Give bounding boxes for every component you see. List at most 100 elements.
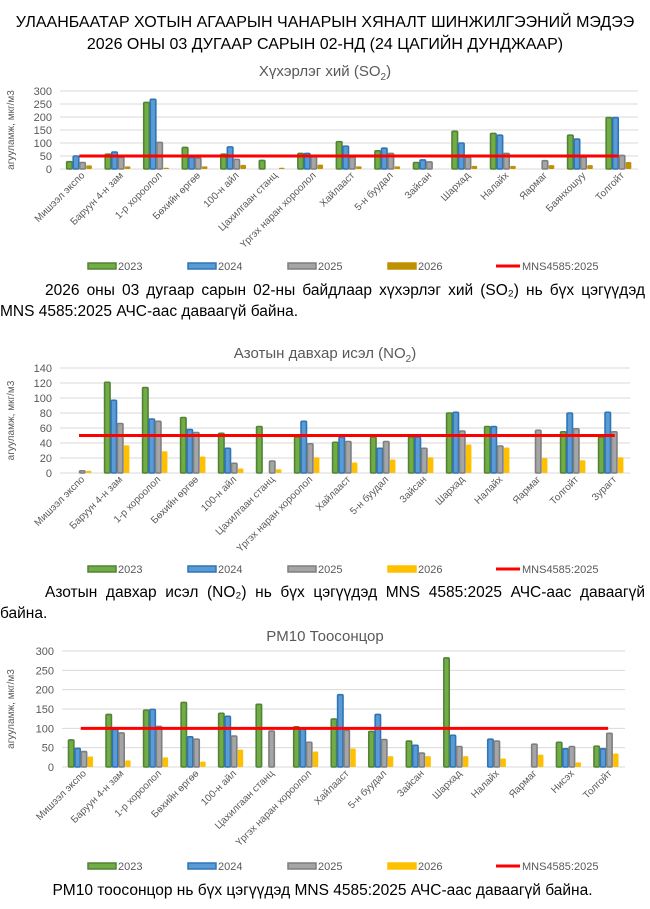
bar-2025	[78, 469, 86, 474]
bar-2026	[162, 757, 169, 767]
bar-2025	[80, 750, 88, 768]
bar-2024	[452, 411, 460, 474]
bar-2024	[604, 411, 612, 474]
x-tick-label: 5-н буудал	[346, 768, 390, 812]
legend-label: 2026	[418, 564, 442, 576]
y-tick-label: 50	[42, 743, 54, 755]
bar-2024	[74, 747, 82, 768]
bar-2025	[496, 445, 504, 474]
bar-2026	[200, 761, 206, 767]
bar-2026	[351, 462, 358, 473]
bar-2023	[555, 741, 563, 768]
bar-2025	[534, 429, 542, 474]
bar-2025	[420, 447, 428, 474]
x-tick-label: Баянхошуу	[544, 170, 588, 214]
y-tick-label: 150	[34, 125, 52, 137]
bar-2025	[382, 440, 390, 474]
bar-2024	[411, 744, 419, 768]
bar-2026	[579, 460, 586, 473]
bar-2026	[427, 457, 434, 473]
bar-2023	[597, 436, 605, 474]
bar-2024	[299, 728, 307, 768]
bar-2025	[230, 462, 238, 474]
bar-2025	[458, 430, 466, 474]
bar-2026	[613, 753, 619, 767]
bar-2024	[148, 418, 156, 474]
bar-2025	[610, 430, 618, 474]
y-tick-label: 120	[34, 378, 52, 390]
no2-summary: Азотын давхар исэл (NO₂) нь бүх цэгүүдэд…	[0, 584, 645, 622]
bar-2025	[154, 420, 162, 474]
x-tick-label: 100-н айл	[199, 768, 239, 808]
y-axis-label: агууламж, мкг/м3	[6, 380, 17, 460]
x-tick-label: Яармаг	[518, 170, 550, 202]
bar-2026	[87, 756, 94, 767]
bar-2024	[300, 420, 308, 474]
legend-label: 2024	[218, 564, 242, 576]
no2-title-sub: 2	[405, 354, 412, 365]
bar-2025	[117, 156, 125, 170]
bar-2023	[483, 425, 491, 474]
bar-2026	[538, 754, 544, 767]
legend-item: 2026	[387, 861, 442, 873]
bar-2023	[181, 146, 189, 170]
bar-2023	[258, 159, 266, 170]
bar-2026	[317, 164, 324, 169]
bar-2023	[293, 436, 301, 474]
legend-label: 2025	[318, 564, 342, 576]
bar-2025	[192, 431, 200, 474]
y-axis-label: агууламж, мкг/м3	[6, 90, 17, 170]
legend-item: MNS4585:2025	[496, 261, 598, 273]
bar-2024	[490, 425, 498, 474]
legend-item: 2023	[87, 564, 142, 576]
bar-2025	[579, 156, 588, 170]
bar-2023	[103, 381, 111, 474]
bar-2023	[219, 153, 228, 170]
legend-label: MNS4585:2025	[522, 861, 598, 873]
so2-title-end: )	[386, 63, 392, 80]
bar-2025	[305, 741, 313, 768]
bar-2025	[230, 735, 238, 768]
no2-title-main: Азотын давхар исэл (NO	[233, 345, 406, 362]
bar-2026	[125, 760, 131, 767]
y-tick-label: 50	[40, 151, 52, 163]
legend-item: MNS4585:2025	[496, 564, 598, 576]
bar-2026	[86, 165, 92, 169]
bar-2026	[163, 167, 169, 169]
legend-label: 2023	[118, 564, 142, 576]
bar-2023	[255, 425, 263, 474]
legend-item: 2025	[287, 564, 342, 576]
so2-title-main: Хүхэрлэг хий (SO	[258, 63, 381, 80]
bar-2023	[142, 709, 150, 768]
y-tick-label: 0	[46, 468, 52, 480]
x-tick-label: 5-н буудал	[348, 474, 392, 518]
y-tick-label: 300	[36, 646, 54, 658]
bar-2026	[85, 470, 92, 473]
bar-2026	[587, 165, 593, 169]
bar-2026	[625, 161, 632, 169]
bar-2024	[573, 138, 581, 170]
bar-2024	[486, 738, 494, 768]
bar-2026	[312, 751, 319, 767]
y-tick-label: 250	[34, 99, 52, 111]
x-tick-label: Хайлааст	[318, 170, 357, 209]
legend-item: 2023	[87, 861, 142, 873]
y-tick-label: 200	[34, 112, 52, 124]
bar-2026	[548, 165, 555, 169]
x-tick-label: Зайсан	[395, 768, 426, 799]
bar-2023	[559, 430, 567, 474]
x-tick-label: 100-н айл	[202, 170, 242, 210]
x-tick-label: 100-н айл	[199, 474, 239, 514]
bar-2025	[418, 752, 426, 768]
bar-2024	[72, 155, 80, 170]
y-tick-label: 60	[40, 423, 52, 435]
bar-2025	[343, 729, 351, 768]
so2-chart-title: Хүхэрлэг хий (SO2)	[0, 63, 650, 83]
x-tick-label: Хайлааст	[314, 474, 353, 513]
bar-2024	[186, 428, 194, 474]
y-tick-label: 150	[36, 704, 54, 716]
bar-2025	[425, 161, 433, 170]
